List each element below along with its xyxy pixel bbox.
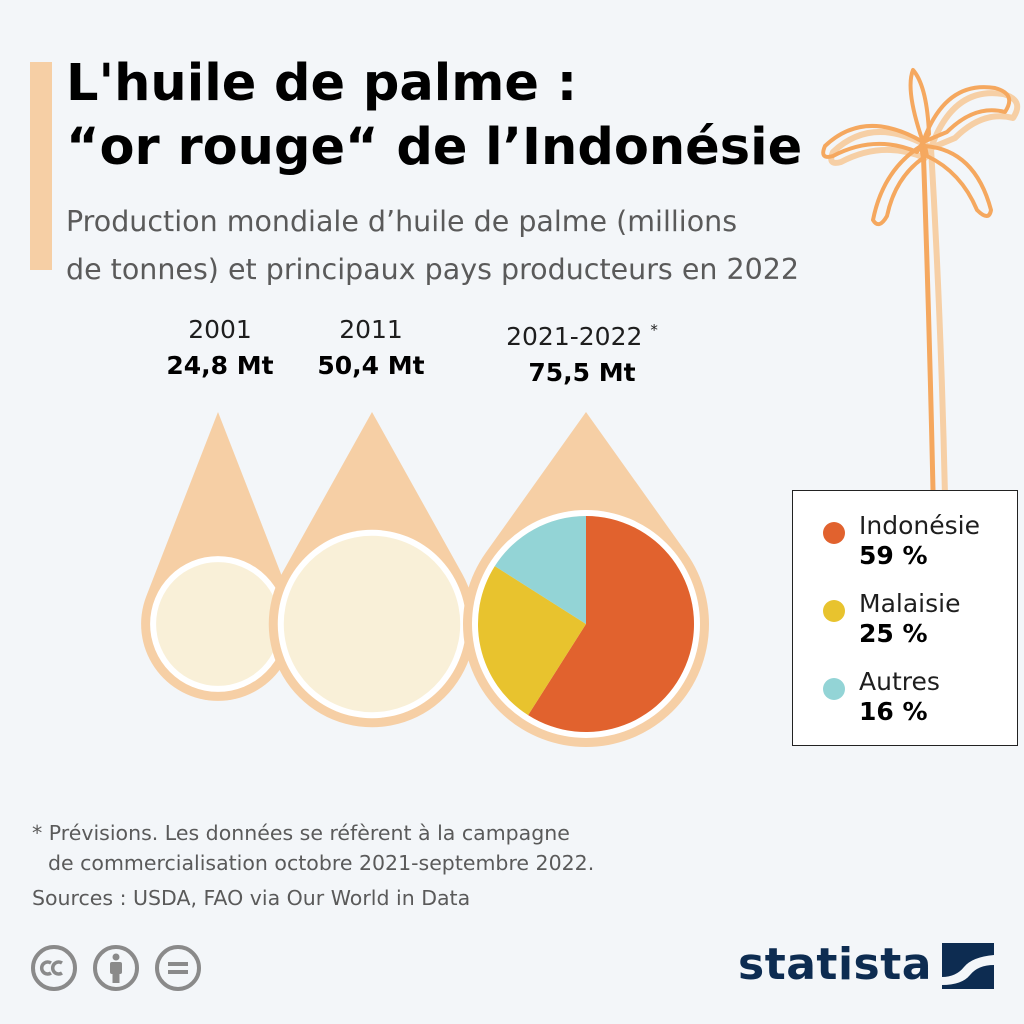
forecast-marker: * bbox=[650, 321, 658, 339]
legend-label: Malaisie bbox=[859, 589, 961, 618]
bubble-value: 24,8 Mt bbox=[166, 351, 274, 380]
subtitle-line-2: de tonnes) et principaux pays producteur… bbox=[66, 253, 800, 286]
footnote-line-2: de commercialisation octobre 2021-septem… bbox=[48, 851, 595, 875]
attribution-icon[interactable] bbox=[92, 944, 140, 992]
bubble-label-2011: 2011 50,4 Mt bbox=[281, 312, 461, 384]
no-derivatives-icon[interactable] bbox=[154, 944, 202, 992]
legend-item-malaysia: Malaisie 25 % bbox=[823, 589, 1017, 649]
legend-value: 25 % bbox=[859, 619, 928, 648]
chart-subtitle: Production mondiale d’huile de palme (mi… bbox=[66, 198, 799, 294]
legend-item-others: Autres 16 % bbox=[823, 667, 1017, 727]
legend-swatch bbox=[823, 678, 845, 700]
production-drops-chart bbox=[141, 412, 709, 748]
statista-mark-icon bbox=[942, 943, 994, 989]
pie-slice-3 bbox=[494, 516, 586, 624]
source-note: Sources : USDA, FAO via Our World in Dat… bbox=[32, 886, 471, 910]
pie-slice-2 bbox=[477, 566, 586, 716]
legend-value: 59 % bbox=[859, 541, 928, 570]
page-title: L'huile de palme : “or rouge“ de l’Indon… bbox=[66, 52, 802, 180]
bubble-year: 2011 bbox=[339, 315, 403, 344]
legend-swatch bbox=[823, 600, 845, 622]
bubble-value: 75,5 Mt bbox=[528, 358, 636, 387]
footnote-line-1: * Prévisions. Les données se réfèrent à … bbox=[32, 821, 570, 845]
creative-commons-icon[interactable] bbox=[30, 944, 78, 992]
palm-tree-icon bbox=[821, 68, 1021, 499]
title-accent-bar bbox=[30, 62, 52, 270]
legend-item-indonesia: Indonésie 59 % bbox=[823, 511, 1017, 571]
subtitle-line-1: Production mondiale d’huile de palme (mi… bbox=[66, 205, 738, 238]
bubble-value: 50,4 Mt bbox=[317, 351, 425, 380]
legend-swatch bbox=[823, 522, 845, 544]
bubble-2011 bbox=[283, 535, 461, 713]
bubble-year: 2001 bbox=[188, 315, 252, 344]
legend-value: 16 % bbox=[859, 697, 928, 726]
brand-name: statista bbox=[738, 939, 932, 990]
bubble-label-2001: 2001 24,8 Mt bbox=[130, 312, 310, 384]
footnote: * Prévisions. Les données se réfèrent à … bbox=[32, 818, 594, 878]
title-line-2: “or rouge“ de l’Indonésie bbox=[66, 118, 803, 177]
bubble-2001 bbox=[156, 562, 280, 686]
chart-legend: Indonésie 59 % Malaisie 25 % Autres 16 % bbox=[792, 490, 1018, 746]
title-line-1: L'huile de palme : bbox=[66, 54, 578, 113]
legend-label: Autres bbox=[859, 667, 940, 696]
bubble-label-2021-2022: 2021-2022 * 75,5 Mt bbox=[492, 312, 672, 391]
legend-label: Indonésie bbox=[859, 511, 980, 540]
pie-slice-1 bbox=[528, 516, 694, 732]
bubble-year: 2021-2022 bbox=[506, 322, 643, 351]
